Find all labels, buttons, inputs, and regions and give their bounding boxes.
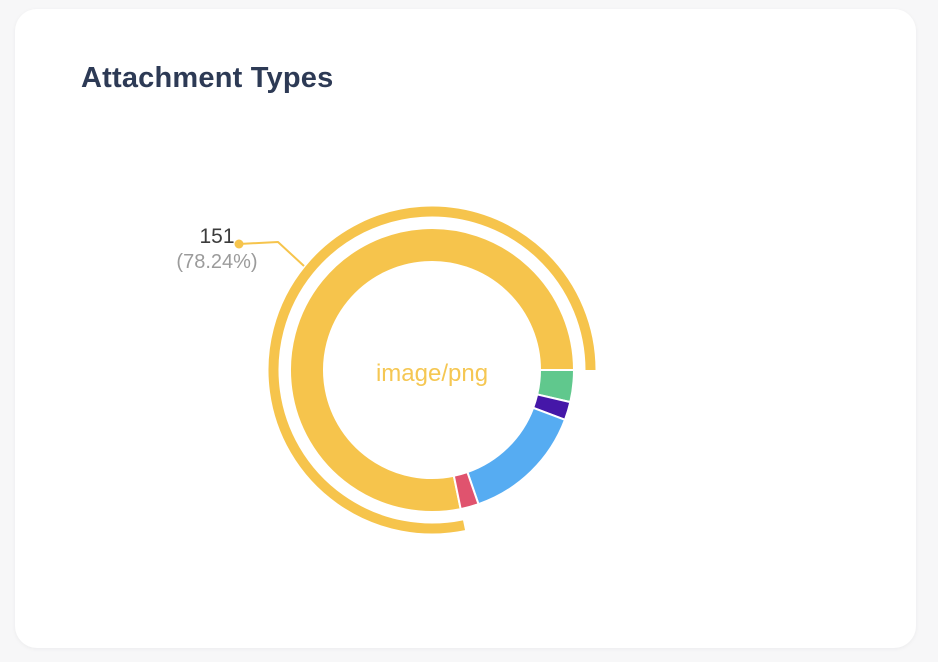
label-line <box>238 241 305 267</box>
selected-highlight-group <box>268 206 596 534</box>
pie-segment-unlabeled-red[interactable] <box>452 471 480 511</box>
pie-segment-image/png[interactable] <box>289 227 575 513</box>
card-title: Attachment Types <box>81 62 334 94</box>
selected-segment-highlight-ring <box>268 206 596 534</box>
attachment-types-card: Attachment Types <box>15 9 916 648</box>
donut-center-label: image/png <box>375 360 489 387</box>
pie-segment-unlabeled-blue[interactable] <box>466 406 566 506</box>
selected-segment-value: 151 <box>199 225 235 248</box>
selected-segment-label: 151 (78.24%) <box>150 224 284 275</box>
label-line-dot <box>234 239 244 249</box>
selected-segment-percent: (78.24%) <box>176 251 258 274</box>
pie-segments-group <box>289 227 575 513</box>
